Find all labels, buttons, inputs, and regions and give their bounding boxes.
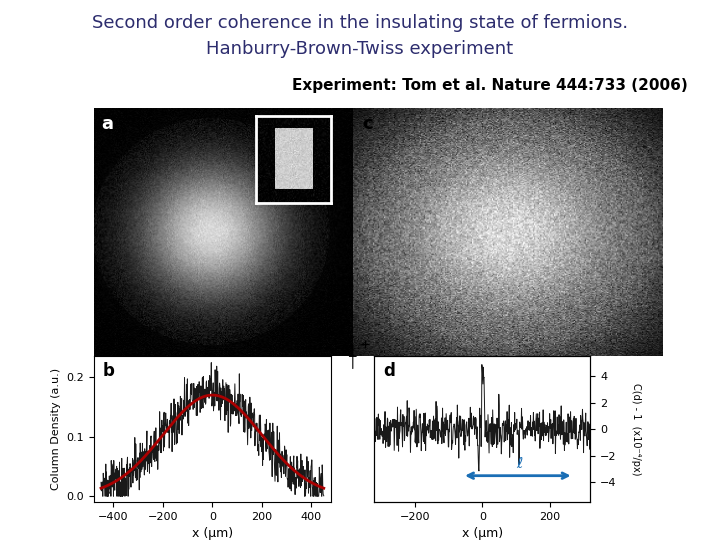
Text: Hanburry-Brown-Twiss experiment: Hanburry-Brown-Twiss experiment xyxy=(207,40,513,58)
Text: $\ell$: $\ell$ xyxy=(516,456,523,471)
Text: b: b xyxy=(103,362,115,380)
Text: c: c xyxy=(362,116,373,133)
Y-axis label: Column Density (a.u.): Column Density (a.u.) xyxy=(50,368,60,490)
X-axis label: x (μm): x (μm) xyxy=(192,528,233,540)
Text: Second order coherence in the insulating state of fermions.: Second order coherence in the insulating… xyxy=(92,14,628,31)
Text: a: a xyxy=(102,116,113,133)
Text: d: d xyxy=(383,362,395,380)
Y-axis label: C(d) - 1  (x10⁻⁴/px): C(d) - 1 (x10⁻⁴/px) xyxy=(631,383,641,476)
Text: Experiment: Tom et al. Nature 444:733 (2006): Experiment: Tom et al. Nature 444:733 (2… xyxy=(292,78,688,93)
X-axis label: x (μm): x (μm) xyxy=(462,528,503,540)
